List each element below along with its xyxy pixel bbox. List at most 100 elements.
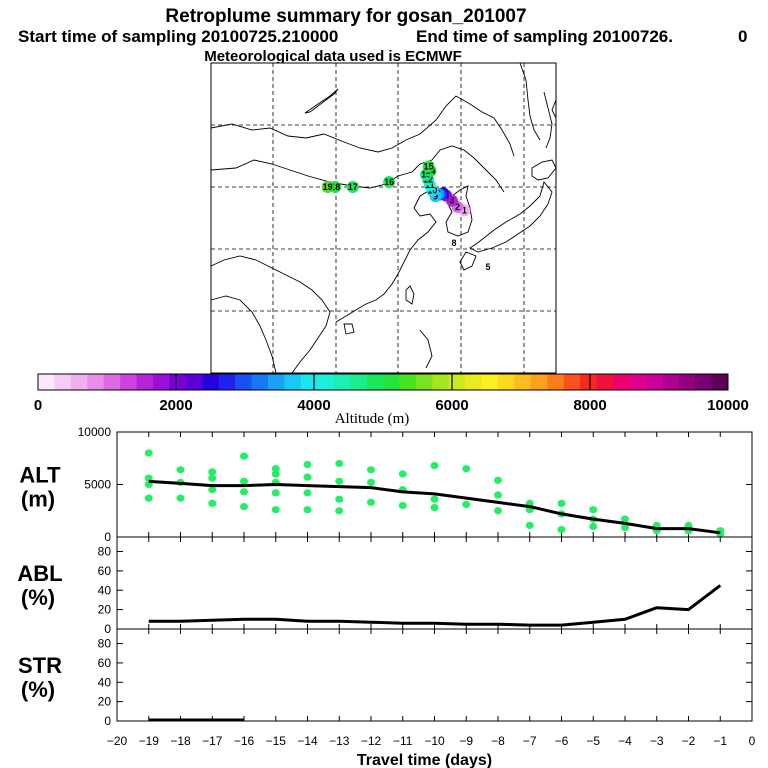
scatter-point bbox=[271, 465, 280, 473]
trajectory-day-label: 16 bbox=[384, 177, 394, 187]
colorbar-cell bbox=[613, 374, 630, 390]
colorbar-cell bbox=[514, 374, 532, 390]
scatter-point bbox=[208, 486, 217, 494]
x-tick-label: −16 bbox=[234, 734, 255, 748]
x-tick-label: −18 bbox=[170, 734, 191, 748]
trajectory-day-label: 2 bbox=[455, 202, 460, 212]
scatter-point bbox=[398, 470, 407, 478]
scatter-point bbox=[589, 506, 598, 514]
trajectory-map: 123456791011121314151617181985 bbox=[210, 62, 557, 374]
scatter-point bbox=[208, 499, 217, 507]
colorbar-tick-label: 2000 bbox=[159, 397, 192, 414]
x-tick-label: −8 bbox=[491, 734, 505, 748]
scatter-point bbox=[176, 494, 185, 502]
y-tick-label: 5000 bbox=[84, 478, 111, 492]
colorbar-cell bbox=[383, 374, 400, 390]
scatter-point bbox=[176, 466, 185, 474]
y-tick-label: 0 bbox=[104, 622, 111, 636]
panel-ylabel: ALT bbox=[19, 463, 61, 488]
scatter-point bbox=[144, 494, 153, 502]
y-tick-label: 0 bbox=[104, 714, 111, 728]
colorbar-cell bbox=[580, 374, 597, 390]
colorbar-cell bbox=[711, 374, 729, 390]
colorbar-cell bbox=[481, 374, 499, 390]
scatter-point bbox=[335, 477, 344, 485]
altitude-colorbar: 0 2000 4000 6000 8000 10000 Altitude (m) bbox=[34, 373, 749, 427]
colorbar-cell bbox=[530, 374, 548, 390]
x-tick-label: −10 bbox=[424, 734, 445, 748]
x-tick-label: −20 bbox=[107, 734, 128, 748]
scatter-point bbox=[208, 468, 217, 476]
colorbar-cell bbox=[695, 374, 712, 390]
colorbar-cell bbox=[87, 374, 105, 390]
colorbar-cell bbox=[465, 374, 482, 390]
colorbar-cell bbox=[120, 374, 137, 390]
trajectory-day-label: 9 bbox=[433, 191, 438, 201]
trajectory-marker bbox=[422, 160, 435, 173]
scatter-point bbox=[494, 491, 502, 499]
trajectory-point: 19 bbox=[321, 181, 334, 193]
scatter-point bbox=[144, 474, 153, 482]
scatter-point bbox=[367, 498, 375, 506]
colorbar-cell bbox=[333, 374, 351, 390]
colorbar-cell bbox=[366, 374, 384, 390]
series-line-abl bbox=[148, 584, 722, 627]
colorbar-cell bbox=[350, 374, 367, 390]
colorbar-cell bbox=[300, 374, 318, 390]
scatter-point bbox=[367, 478, 375, 486]
x-tick-label: −12 bbox=[361, 734, 382, 748]
colorbar-cell bbox=[185, 374, 203, 390]
x-tick-label: −4 bbox=[618, 734, 632, 748]
scatter-point bbox=[335, 495, 344, 503]
scatter-point bbox=[240, 452, 248, 460]
scatter-point bbox=[271, 470, 280, 478]
series-line-alt bbox=[148, 479, 721, 535]
scatter-point bbox=[430, 504, 439, 512]
scatter-point bbox=[271, 506, 280, 514]
scatter-point bbox=[557, 526, 566, 534]
x-tick-label: −7 bbox=[523, 734, 537, 748]
panel-yunit: (%) bbox=[21, 677, 55, 702]
x-tick-label: −15 bbox=[266, 734, 287, 748]
colorbar-cell bbox=[432, 374, 450, 390]
colorbar-tick-label: 4000 bbox=[297, 397, 330, 414]
scatter-point bbox=[335, 507, 344, 515]
trajectory-day-label: 8 bbox=[451, 238, 456, 248]
colorbar-cell bbox=[202, 374, 220, 390]
colorbar-cell bbox=[629, 374, 647, 390]
colorbar-cell bbox=[103, 374, 121, 390]
x-tick-label: −6 bbox=[555, 734, 569, 748]
colorbar-cell bbox=[136, 374, 154, 390]
scatter-point bbox=[557, 499, 566, 507]
colorbar-cell bbox=[54, 374, 72, 390]
end-time-label: End time of sampling 20100726. bbox=[416, 27, 673, 46]
trajectory-day-label: 3 bbox=[449, 196, 454, 206]
colorbar-cell bbox=[268, 374, 285, 390]
x-tick-label: −17 bbox=[202, 734, 223, 748]
x-tick-label: −2 bbox=[682, 734, 696, 748]
x-tick-label: −13 bbox=[329, 734, 350, 748]
scatter-point bbox=[430, 462, 439, 470]
colorbar-cell bbox=[169, 374, 187, 390]
scatter-point bbox=[621, 523, 629, 532]
scatter-point bbox=[430, 495, 439, 503]
panel-yunit: (m) bbox=[21, 487, 55, 512]
scatter-point bbox=[494, 476, 502, 484]
panel-frame bbox=[116, 628, 753, 722]
figure-title: Retroplume summary for gosan_201007 bbox=[165, 6, 526, 27]
scatter-point bbox=[240, 477, 248, 485]
colorbar-cell bbox=[38, 374, 55, 390]
y-tick-label: 60 bbox=[98, 564, 112, 578]
end-time-suffix: 0 bbox=[738, 27, 747, 46]
scatter-point bbox=[335, 459, 344, 468]
trajectory-day-label: 1 bbox=[462, 206, 467, 216]
scatter-point bbox=[621, 515, 629, 523]
scatter-point bbox=[462, 500, 471, 509]
colorbar-cell bbox=[415, 374, 433, 390]
y-tick-label: 0 bbox=[104, 530, 111, 544]
colorbar-tick-label: 6000 bbox=[435, 397, 468, 414]
colorbar-cell bbox=[251, 374, 269, 390]
scatter-point bbox=[240, 488, 248, 496]
